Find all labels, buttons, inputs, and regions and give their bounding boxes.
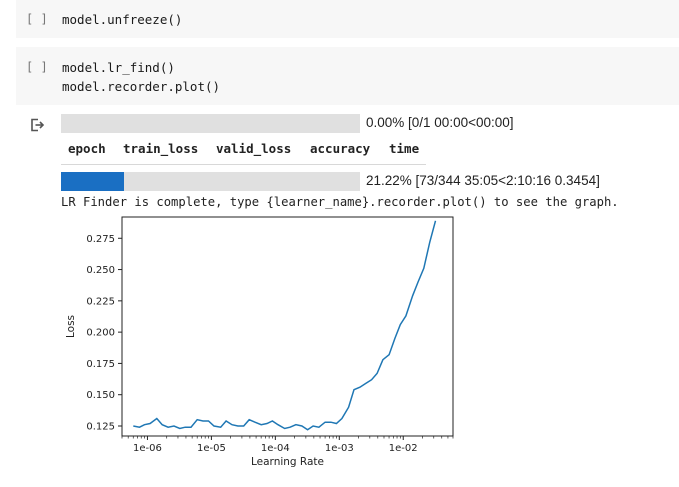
code-line[interactable]: model.recorder.plot() bbox=[62, 79, 221, 94]
run-cell-button[interactable]: [ ] bbox=[26, 12, 48, 26]
y-tick-label: 0.200 bbox=[86, 328, 115, 339]
column-header-accuracy: accuracy bbox=[310, 141, 371, 156]
loss-series-line bbox=[133, 220, 437, 431]
table-header-divider bbox=[61, 164, 426, 165]
y-tick-label: 0.250 bbox=[86, 265, 115, 276]
x-axis: 1e-06 1e-05 1e-04 1e-03 1e-02 bbox=[121, 436, 454, 454]
code-line[interactable]: model.unfreeze() bbox=[62, 12, 183, 27]
column-header-valid-loss: valid_loss bbox=[216, 141, 292, 156]
y-tick-label: 0.125 bbox=[86, 421, 115, 432]
batch-progress-bar bbox=[61, 172, 360, 191]
code-cell-unfreeze[interactable]: [ ] model.unfreeze() bbox=[16, 0, 679, 38]
y-tick-label: 0.225 bbox=[86, 296, 115, 307]
y-tick-label: 0.275 bbox=[86, 234, 115, 245]
x-tick-label: 1e-03 bbox=[325, 443, 354, 454]
x-axis-label: Learning Rate bbox=[251, 456, 324, 468]
batch-progress-fill bbox=[61, 172, 125, 191]
plot-frame bbox=[121, 216, 454, 437]
x-tick-label: 1e-04 bbox=[261, 443, 290, 454]
output-arrow-icon[interactable] bbox=[29, 117, 45, 133]
y-axis-label: Loss bbox=[65, 315, 77, 338]
run-cell-button[interactable]: [ ] bbox=[26, 60, 48, 74]
code-line[interactable]: model.lr_find() bbox=[62, 60, 175, 75]
x-tick-label: 1e-02 bbox=[389, 443, 418, 454]
lr-loss-chart: 1e-06 1e-05 1e-04 1e-03 1e-02 0.125 0.150 0.17… bbox=[65, 216, 454, 468]
epoch-progress-text: 0.00% [0/1 00:00<00:00] bbox=[366, 115, 514, 130]
x-tick-label: 1e-05 bbox=[197, 443, 226, 454]
y-tick-label: 0.150 bbox=[86, 390, 115, 401]
column-header-time: time bbox=[389, 141, 420, 156]
y-tick-label: 0.175 bbox=[86, 359, 115, 370]
batch-progress-text: 21.22% [73/344 35:05<2:10:16 0.3454] bbox=[366, 173, 600, 188]
code-cell-lr-find[interactable]: [ ] model.lr_find() model.recorder.plot(… bbox=[16, 47, 679, 105]
epoch-progress-bar bbox=[61, 114, 360, 133]
column-header-epoch: epoch bbox=[68, 141, 106, 156]
y-axis: 0.125 0.150 0.175 0.200 0.225 0.250 0.275 bbox=[86, 234, 122, 432]
column-header-train-loss: train_loss bbox=[123, 141, 199, 156]
x-tick-label: 1e-06 bbox=[133, 443, 162, 454]
lr-finder-message: LR Finder is complete, type {learner_nam… bbox=[61, 195, 619, 209]
